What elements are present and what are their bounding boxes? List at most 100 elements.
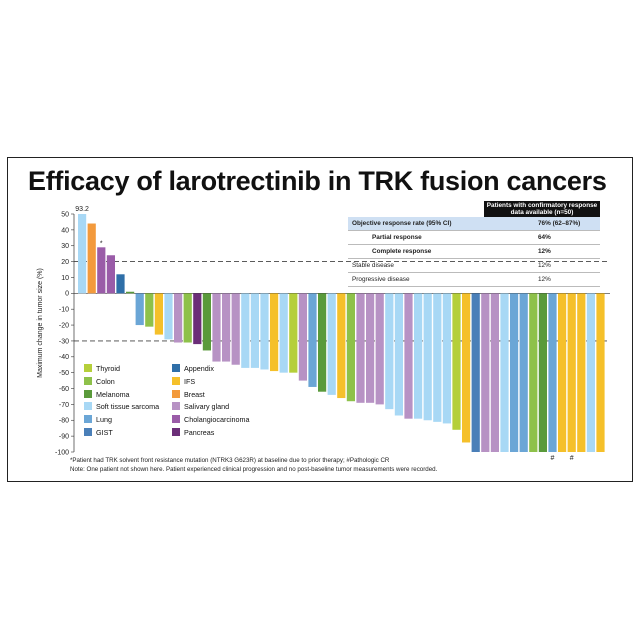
table-row-stable: Stable disease 12% bbox=[348, 259, 600, 273]
legend-item: Salivary gland bbox=[172, 402, 229, 412]
bar bbox=[164, 293, 173, 340]
y-tick-label: 0 bbox=[65, 291, 69, 298]
legend-swatch bbox=[84, 402, 92, 411]
legend-swatch bbox=[172, 364, 180, 372]
legend-item: Thyroid bbox=[84, 364, 120, 374]
bar bbox=[442, 293, 451, 424]
row-value: 64% bbox=[538, 234, 551, 241]
bar bbox=[538, 293, 547, 452]
bar bbox=[97, 247, 106, 294]
y-tick-label: 40 bbox=[61, 227, 69, 234]
row-label: Objective response rate (95% CI) bbox=[352, 220, 452, 227]
legend-item: Breast bbox=[172, 389, 205, 400]
bar bbox=[116, 274, 125, 294]
slide-panel: Efficacy of larotrectinib in TRK fusion … bbox=[7, 157, 633, 482]
bar bbox=[241, 293, 250, 368]
y-tick-label: -10 bbox=[59, 307, 69, 314]
row-value: 12% bbox=[538, 262, 551, 269]
bar bbox=[126, 291, 135, 294]
legend-swatch bbox=[172, 415, 180, 424]
bar bbox=[78, 214, 87, 294]
row-value: 12% bbox=[538, 248, 551, 255]
legend-swatch bbox=[172, 402, 180, 411]
legend-item: Colon bbox=[84, 376, 115, 387]
legend-label: Melanoma bbox=[96, 389, 130, 399]
y-tick-label: 20 bbox=[61, 259, 69, 266]
row-label: Partial response bbox=[372, 234, 422, 241]
chart-legend: Thyroid Colon Melanoma Soft tissue sarcoma L… bbox=[84, 364, 284, 456]
bar bbox=[366, 293, 375, 403]
bar bbox=[567, 293, 576, 452]
row-label: Complete response bbox=[372, 248, 432, 255]
row-value: 12% bbox=[538, 276, 551, 283]
table-row-orr: Objective response rate (95% CI) 76% (62… bbox=[348, 217, 600, 231]
legend-label: GIST bbox=[96, 428, 113, 437]
legend-item: Lung bbox=[84, 415, 112, 425]
bar bbox=[308, 293, 317, 387]
y-tick-label: -70 bbox=[59, 402, 69, 409]
asterisk-marker: * bbox=[100, 240, 103, 247]
bar bbox=[183, 293, 192, 343]
bar bbox=[327, 293, 336, 395]
legend-item: Pancreas bbox=[172, 428, 214, 438]
y-tick-label: -100 bbox=[55, 449, 69, 456]
y-axis: 50 40 30 20 10 0 -10 -20 -30 -40 -50 -60 -70 -80 -90 -1… bbox=[55, 211, 75, 456]
bar bbox=[154, 293, 163, 335]
table-row-partial: Partial response 64% bbox=[348, 231, 600, 245]
bars-group bbox=[78, 214, 605, 452]
row-value: 76% (62–87%) bbox=[538, 220, 581, 227]
bar bbox=[471, 293, 480, 452]
bar bbox=[481, 293, 490, 452]
bar bbox=[106, 255, 115, 294]
legend-label: IFS bbox=[184, 376, 196, 386]
y-tick-label: -30 bbox=[59, 338, 69, 345]
bar bbox=[404, 293, 413, 419]
bar bbox=[318, 293, 327, 392]
row-label: Progressive disease bbox=[352, 276, 410, 283]
bar bbox=[423, 293, 432, 421]
response-table-header: Patients with confirmatory response data… bbox=[484, 201, 600, 217]
legend-swatch bbox=[172, 428, 180, 436]
hash-marker: # bbox=[570, 455, 574, 462]
legend-label: Salivary gland bbox=[184, 402, 230, 412]
bar bbox=[558, 293, 567, 452]
bar bbox=[510, 293, 519, 452]
legend-label: Soft tissue sarcoma bbox=[96, 402, 160, 412]
bar bbox=[433, 293, 442, 422]
y-tick-label: 30 bbox=[61, 243, 69, 250]
legend-swatch bbox=[84, 428, 92, 436]
y-tick-label: -20 bbox=[59, 322, 69, 329]
y-tick-label: 10 bbox=[61, 275, 69, 282]
legend-label: Colon bbox=[96, 376, 115, 386]
bar bbox=[577, 293, 586, 452]
legend-swatch bbox=[84, 364, 92, 372]
table-row-progressive: Progressive disease 12% bbox=[348, 273, 600, 287]
y-axis-label: Maximum change in tumor size (%) bbox=[37, 268, 44, 378]
legend-swatch bbox=[84, 415, 92, 424]
waterfall-chart: 50 40 30 20 10 0 -10 -20 -30 -40 -50 -60 -70 -80 -90 -1… bbox=[37, 206, 610, 462]
bar bbox=[260, 293, 269, 370]
top-bar-value-label: 93.2 bbox=[75, 206, 89, 213]
footnote-line: *Patient had TRK solvent front resistanc… bbox=[70, 457, 390, 464]
bar bbox=[346, 293, 355, 402]
y-tick-label: -50 bbox=[59, 370, 69, 377]
bar bbox=[385, 293, 394, 410]
y-tick-label: -80 bbox=[59, 418, 69, 425]
legend-item: IFS bbox=[172, 376, 196, 387]
legend-swatch bbox=[172, 376, 180, 385]
bar bbox=[394, 293, 403, 416]
bar bbox=[193, 293, 202, 345]
bar bbox=[452, 293, 461, 430]
legend-label: Pancreas bbox=[184, 428, 215, 437]
bar bbox=[462, 293, 471, 443]
slide-title: Efficacy of larotrectinib in TRK fusion … bbox=[28, 166, 607, 196]
bar bbox=[279, 293, 288, 373]
bar bbox=[375, 293, 384, 405]
bar bbox=[135, 293, 144, 326]
bar bbox=[586, 293, 595, 452]
bar bbox=[596, 293, 605, 452]
hash-marker: # bbox=[551, 455, 555, 462]
bar bbox=[231, 293, 240, 365]
legend-label: Lung bbox=[96, 415, 112, 425]
row-label: Stable disease bbox=[352, 262, 394, 269]
